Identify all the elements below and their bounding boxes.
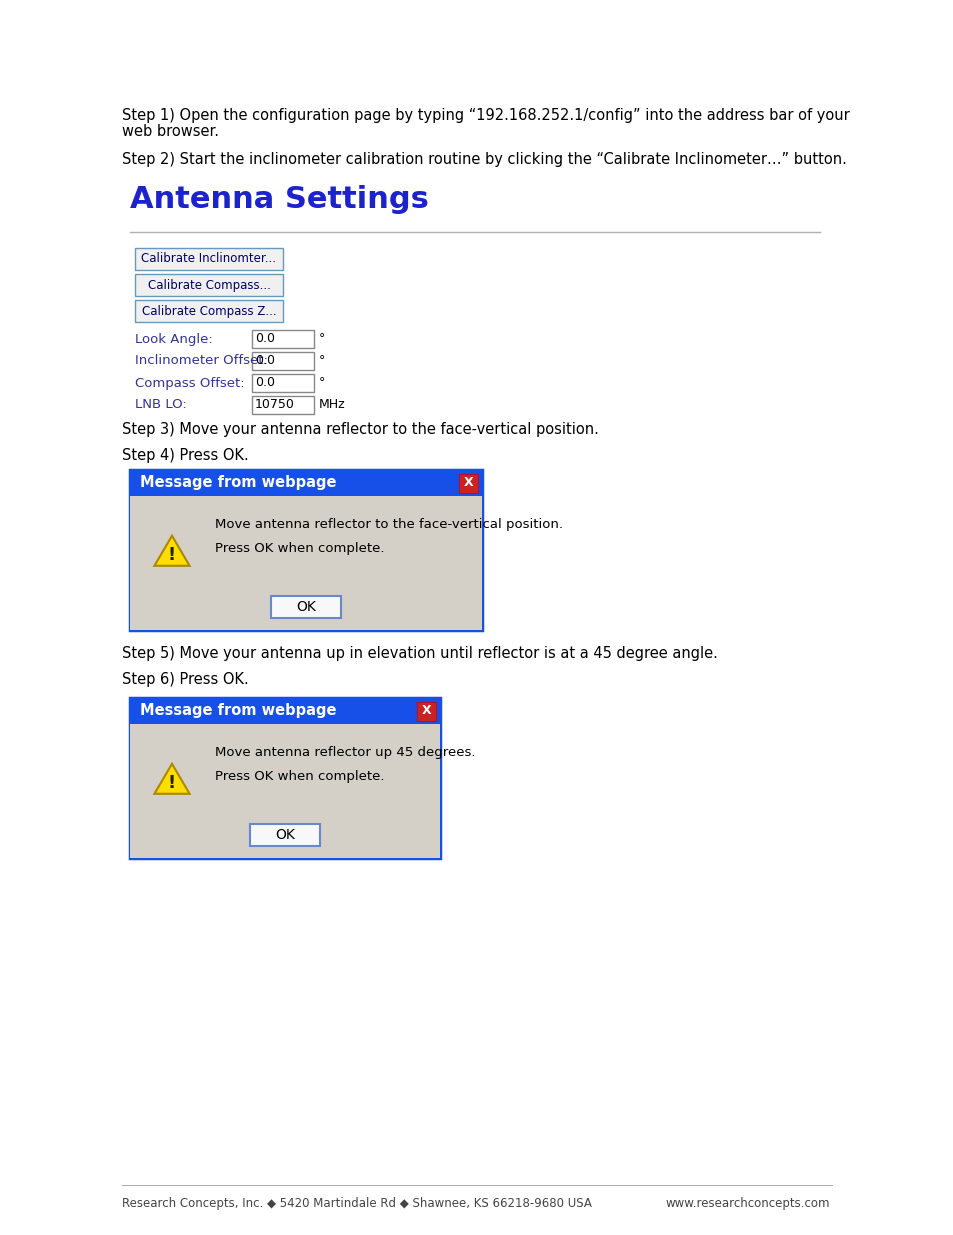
Text: Calibrate Compass...: Calibrate Compass... (148, 279, 270, 291)
Text: Look Angle:: Look Angle: (135, 332, 213, 346)
Polygon shape (154, 763, 190, 794)
Text: !: ! (168, 546, 176, 564)
Text: Step 2) Start the inclinometer calibration routine by clicking the “Calibrate In: Step 2) Start the inclinometer calibrati… (122, 152, 846, 167)
Text: 10750: 10750 (254, 399, 294, 411)
Text: Step 3) Move your antenna reflector to the face-vertical position.: Step 3) Move your antenna reflector to t… (122, 422, 598, 437)
Polygon shape (154, 536, 190, 566)
FancyBboxPatch shape (135, 300, 283, 322)
Text: Research Concepts, Inc. ◆ 5420 Martindale Rd ◆ Shawnee, KS 66218-9680 USA: Research Concepts, Inc. ◆ 5420 Martindal… (122, 1197, 591, 1210)
Text: Inclinometer Offset:: Inclinometer Offset: (135, 354, 268, 368)
Text: Message from webpage: Message from webpage (140, 704, 336, 719)
FancyBboxPatch shape (250, 824, 319, 846)
Text: X: X (463, 477, 473, 489)
Text: 0.0: 0.0 (254, 332, 274, 346)
Text: Calibrate Inclinomter...: Calibrate Inclinomter... (141, 252, 276, 266)
FancyBboxPatch shape (130, 698, 439, 724)
FancyBboxPatch shape (130, 724, 439, 858)
Text: 0.0: 0.0 (254, 354, 274, 368)
FancyBboxPatch shape (416, 701, 436, 720)
FancyBboxPatch shape (130, 698, 439, 858)
FancyBboxPatch shape (252, 352, 314, 370)
FancyBboxPatch shape (252, 330, 314, 348)
FancyBboxPatch shape (252, 374, 314, 391)
FancyBboxPatch shape (458, 473, 477, 493)
Text: °: ° (318, 332, 325, 346)
Text: Compass Offset:: Compass Offset: (135, 377, 244, 389)
Text: °: ° (318, 354, 325, 368)
Text: Message from webpage: Message from webpage (140, 475, 336, 490)
FancyBboxPatch shape (252, 396, 314, 414)
Text: X: X (421, 704, 431, 718)
FancyBboxPatch shape (130, 496, 481, 630)
FancyBboxPatch shape (271, 597, 340, 618)
FancyBboxPatch shape (130, 471, 481, 496)
Text: web browser.: web browser. (122, 124, 219, 140)
Text: 0.0: 0.0 (254, 377, 274, 389)
Text: Step 6) Press OK.: Step 6) Press OK. (122, 672, 249, 687)
Text: Move antenna reflector to the face-vertical position.: Move antenna reflector to the face-verti… (214, 517, 562, 531)
Text: Press OK when complete.: Press OK when complete. (214, 769, 384, 783)
Text: Step 1) Open the configuration page by typing “192.168.252.1/config” into the ad: Step 1) Open the configuration page by t… (122, 107, 849, 124)
Text: !: ! (168, 774, 176, 793)
Text: Step 5) Move your antenna up in elevation until reflector is at a 45 degree angl: Step 5) Move your antenna up in elevatio… (122, 646, 717, 661)
Text: Antenna Settings: Antenna Settings (130, 185, 429, 214)
Text: °: ° (318, 377, 325, 389)
Text: Move antenna reflector up 45 degrees.: Move antenna reflector up 45 degrees. (214, 746, 475, 760)
Text: Press OK when complete.: Press OK when complete. (214, 542, 384, 555)
Text: OK: OK (295, 600, 315, 614)
Text: www.researchconcepts.com: www.researchconcepts.com (665, 1197, 829, 1210)
FancyBboxPatch shape (130, 471, 481, 630)
FancyBboxPatch shape (135, 274, 283, 296)
Text: OK: OK (274, 827, 294, 842)
FancyBboxPatch shape (135, 248, 283, 270)
Text: Calibrate Compass Z...: Calibrate Compass Z... (142, 305, 276, 317)
Text: Step 4) Press OK.: Step 4) Press OK. (122, 448, 249, 463)
Text: LNB LO:: LNB LO: (135, 399, 187, 411)
Text: MHz: MHz (318, 399, 345, 411)
